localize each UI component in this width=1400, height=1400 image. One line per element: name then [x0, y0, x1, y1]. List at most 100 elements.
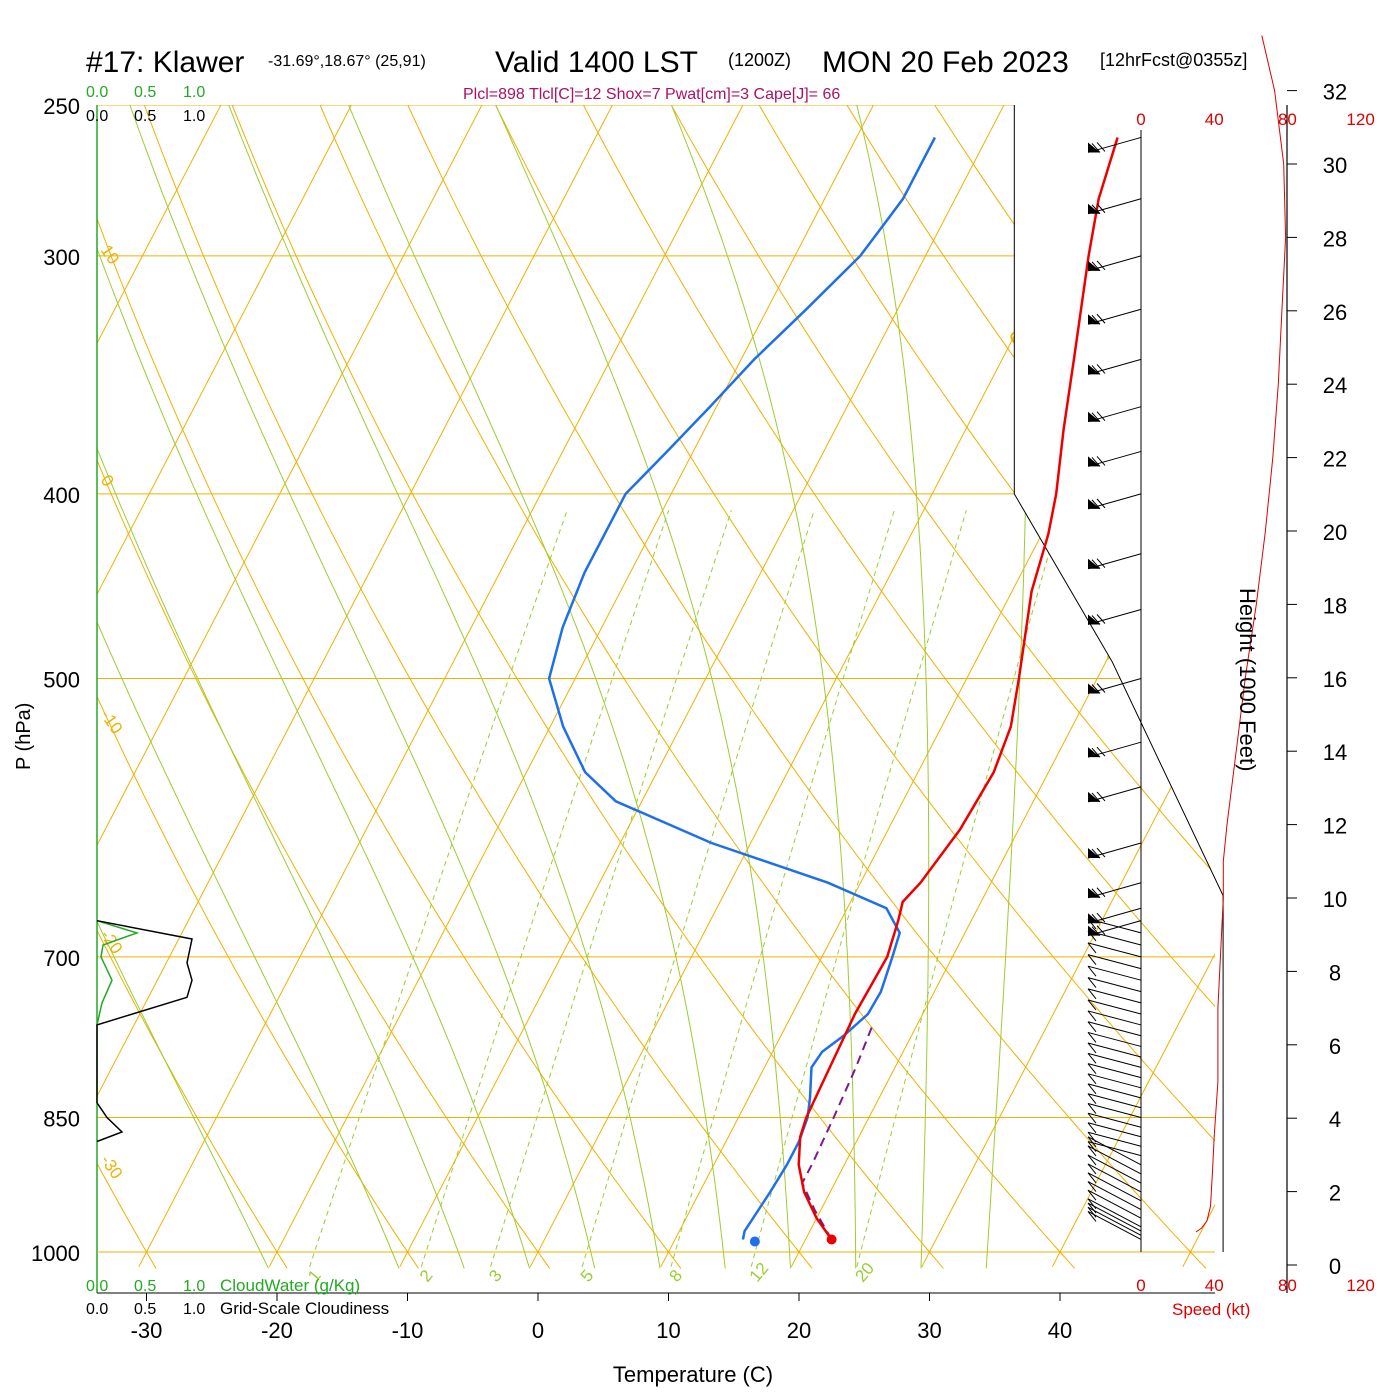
height-tick-label: 14 — [1323, 740, 1347, 765]
mixing-ratio-label: 8 — [666, 1266, 687, 1285]
moist-adiabat-line — [670, 105, 857, 1269]
station-coords: -31.69°,18.67° (25,91) — [268, 53, 426, 70]
forecast-date: MON 20 Feb 2023 — [822, 46, 1069, 79]
wind-barb — [1087, 965, 1142, 981]
wind-barb-staff — [1087, 1131, 1142, 1147]
mixing-ratio-label: 2 — [416, 1266, 437, 1285]
moist-adiabat-line — [856, 105, 930, 1269]
wind-barb-flag — [1087, 1053, 1097, 1064]
wind-barb-flag — [1087, 1189, 1097, 1201]
wind-barb — [1087, 1189, 1142, 1219]
wind-barb-flag — [1087, 918, 1097, 930]
wind-barb-flag — [1087, 1163, 1097, 1175]
wind-barb-flag — [1087, 1172, 1097, 1184]
cloudwater-legend: CloudWater (g/Kg) — [220, 1276, 360, 1295]
wind-barb-staff — [1087, 1042, 1142, 1058]
speed-tick-label-top: 120 — [1346, 110, 1374, 129]
height-tick-label: 24 — [1323, 373, 1347, 398]
wind-barb-staff — [1087, 1112, 1142, 1128]
height-axis-title: Height (1000 Feet) — [1235, 588, 1260, 771]
wind-barb — [1087, 1063, 1142, 1079]
wind-barb-staff — [1087, 1211, 1142, 1240]
wind-barb-flag — [1096, 364, 1106, 374]
cloud-axis-tick-bottom: 0.0 — [86, 1278, 108, 1295]
wind-barb-flag — [1087, 942, 1097, 954]
moist-adiabat-line — [228, 105, 661, 1269]
moist-adiabat-line — [97, 447, 465, 1269]
dry-adiabat-line — [143, 105, 813, 1269]
wind-barb-flag — [1091, 684, 1101, 694]
region-boundary — [1013, 105, 1224, 1252]
wind-barb-flag — [1091, 848, 1101, 859]
wind-barb-flag — [1096, 558, 1106, 569]
wind-barb-pennant — [1088, 558, 1100, 569]
wind-barb — [1087, 1021, 1142, 1037]
isotherm-line — [138, 105, 744, 1268]
wind-barb — [1087, 198, 1142, 215]
surface-temperature-point — [826, 1234, 837, 1245]
moist-adiabat-line — [97, 920, 269, 1269]
cloudiness-legend: Grid-Scale Cloudiness — [220, 1299, 389, 1318]
moist-adiabat-line — [348, 105, 726, 1269]
y-tick-label: 250 — [43, 94, 80, 119]
x-tick-label: 40 — [1048, 1318, 1072, 1343]
cloud-axis-tick-top2: 0.0 — [86, 108, 108, 125]
wind-barb-pennant — [1088, 364, 1100, 375]
wind-barb — [1087, 918, 1142, 934]
wind-barb-flag — [1096, 683, 1106, 693]
height-tick-label: 10 — [1323, 887, 1347, 912]
height-tick-label: 32 — [1323, 80, 1347, 105]
wind-barb-staff — [1087, 988, 1142, 1004]
isotherm-line — [97, 105, 222, 345]
wind-barb — [1087, 999, 1142, 1015]
wind-barb-staff — [1087, 1163, 1142, 1193]
wind-barb — [1087, 1073, 1142, 1089]
cloud-axis-tick-bottom2: 1.0 — [183, 1301, 205, 1318]
height-tick-label: 26 — [1323, 300, 1347, 325]
wind-barb — [1087, 1181, 1142, 1211]
dewpoint-line — [547, 136, 937, 1240]
isotherm-line — [97, 105, 352, 596]
cloudwater-line — [96, 919, 140, 1026]
mixing-ratio-line — [309, 510, 568, 1267]
x-tick-label: 10 — [656, 1318, 680, 1343]
x-tick-label: -30 — [131, 1318, 163, 1343]
speed-axis-title: Speed (kt) — [1172, 1300, 1250, 1319]
wind-barb-staff — [1087, 999, 1142, 1015]
cloudiness-line — [96, 919, 193, 1143]
isotherm-line — [921, 701, 1215, 1268]
wind-barb-flag — [1087, 1021, 1097, 1033]
isotherm-line — [97, 105, 613, 1098]
dry-adiabat-line — [495, 105, 1215, 1142]
wind-barb-pennant — [1088, 203, 1100, 214]
wind-barb-flag — [1087, 1202, 1097, 1214]
isotherm-line — [268, 105, 874, 1268]
y-tick-label: 850 — [43, 1107, 80, 1132]
wind-barb — [1087, 1112, 1142, 1128]
wind-barb-flag — [1096, 847, 1106, 858]
wind-barb-flag — [1096, 411, 1106, 422]
wind-barb-flag — [1087, 1063, 1097, 1074]
mixing-ratio-line — [670, 510, 895, 1267]
wind-barb-staff — [1087, 1189, 1142, 1219]
wind-barb-flag — [1096, 203, 1106, 214]
wind-barb — [1087, 1145, 1142, 1175]
wind-barbs — [1087, 136, 1142, 1240]
wind-barb-staff — [1087, 1122, 1142, 1138]
height-tick-label: 28 — [1323, 226, 1347, 251]
wind-barb-staff — [1087, 1073, 1142, 1089]
wind-barb-pennant — [1088, 314, 1100, 325]
cloud-axis-tick-top: 1.0 — [183, 84, 205, 101]
height-tick-label: 22 — [1323, 447, 1347, 472]
wind-barb-staff — [1087, 977, 1142, 993]
dry-adiabat-line — [582, 105, 1215, 1008]
mixing-ratio-line — [581, 510, 815, 1267]
height-tick-label: 4 — [1329, 1107, 1341, 1132]
wind-barb — [1087, 1031, 1142, 1047]
moist-adiabat-line — [97, 247, 530, 1269]
dry-adiabat-line — [0, 71, 25, 1268]
wind-barb-staff — [1087, 1063, 1142, 1079]
isotherm-line — [790, 450, 1215, 1268]
stability-indices: Plcl=898 Tlcl[C]=12 Shox=7 Pwat[cm]=3 Ca… — [463, 86, 840, 103]
wind-barb-staff — [1087, 1052, 1142, 1068]
